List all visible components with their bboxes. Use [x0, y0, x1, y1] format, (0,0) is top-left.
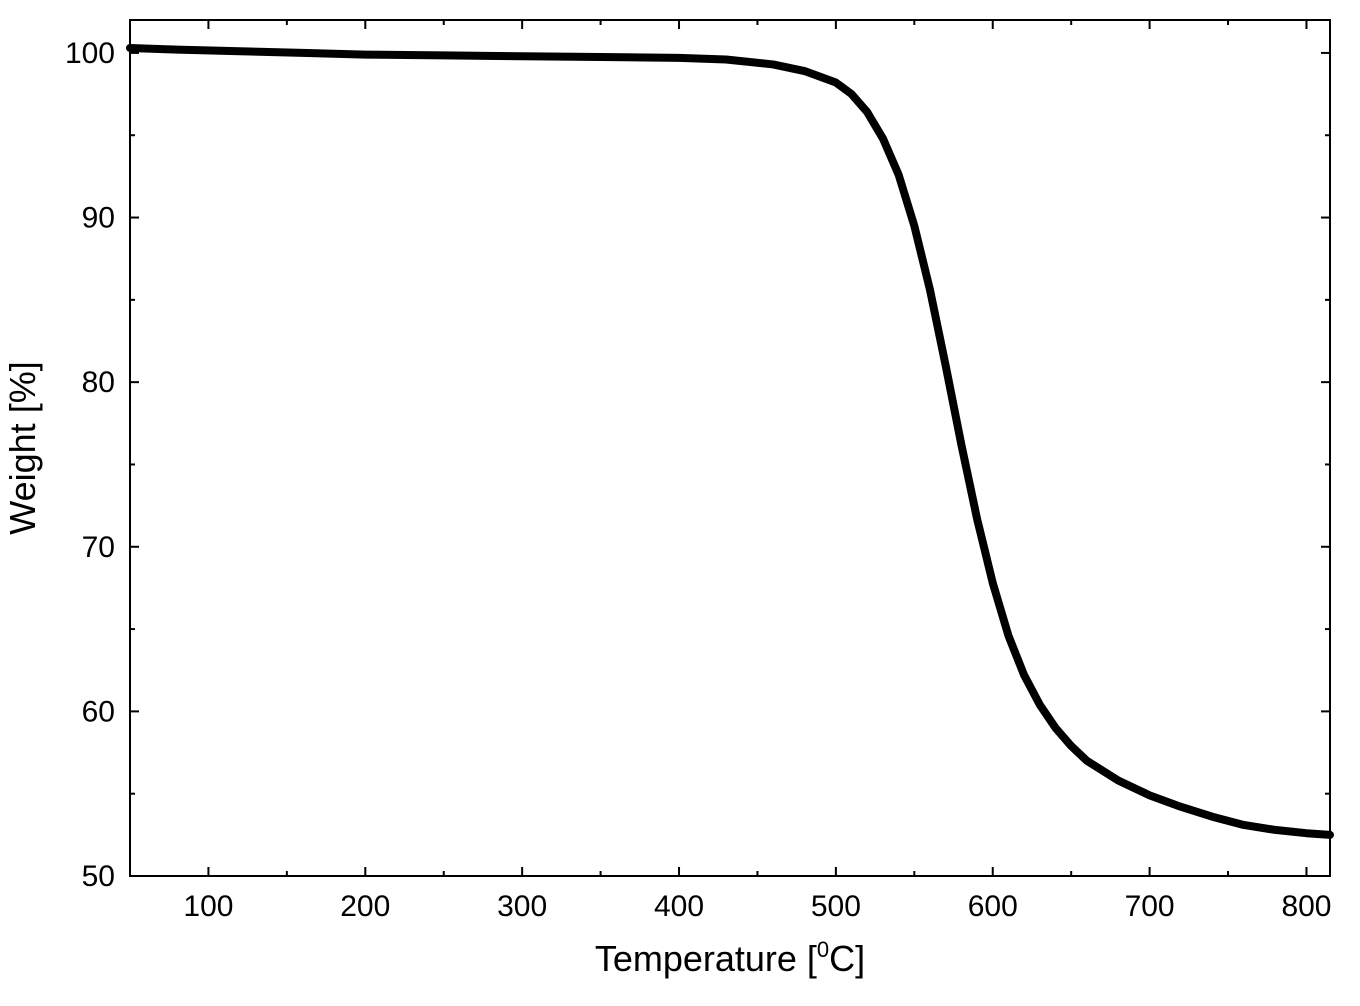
x-tick-label: 200	[340, 890, 390, 923]
x-tick-label: 500	[811, 890, 861, 923]
y-tick-label: 60	[82, 695, 115, 728]
y-tick-label: 70	[82, 531, 115, 564]
x-tick-label: 600	[968, 890, 1018, 923]
tga-chart: 100 200 300 400 500 600 700 800 50 60 70 80 90 100 Wei…	[0, 0, 1360, 1006]
chart-svg: 100 200 300 400 500 600 700 800 50 60 70 80 90 100 Wei…	[0, 0, 1360, 1006]
x-tick-label: 300	[497, 890, 547, 923]
x-tick-label: 400	[654, 890, 704, 923]
y-tick-label: 90	[82, 202, 115, 235]
y-tick-label: 50	[82, 860, 115, 893]
y-axis-label: Weight [%]	[2, 361, 43, 534]
x-tick-label: 800	[1281, 890, 1331, 923]
x-tick-label: 700	[1125, 890, 1175, 923]
y-tick-label: 100	[65, 37, 115, 70]
y-tick-label: 80	[82, 366, 115, 399]
x-tick-label: 100	[183, 890, 233, 923]
